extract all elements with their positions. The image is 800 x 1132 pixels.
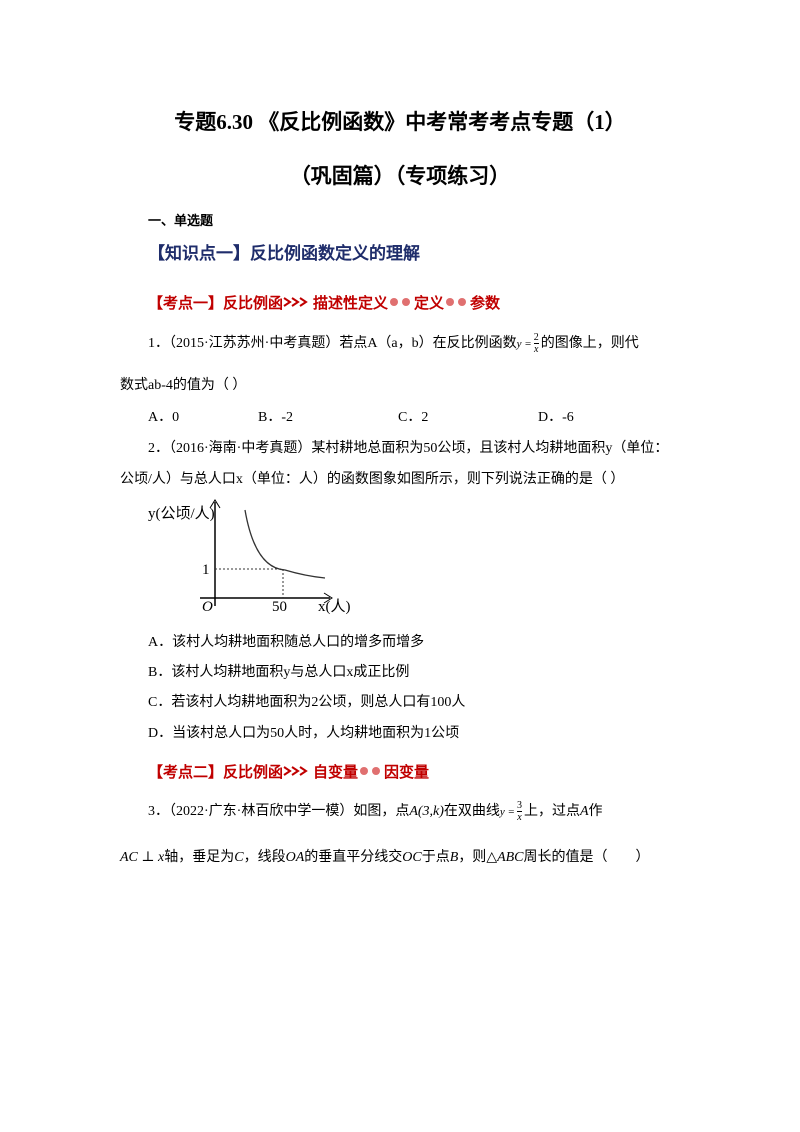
text: ，线段 bbox=[243, 850, 286, 865]
topic-part: 定义 bbox=[414, 294, 445, 312]
math: OA bbox=[285, 850, 305, 865]
topic-part: 描述性定义 bbox=[313, 294, 389, 312]
option: A．该村人均耕地面积随总人口的增多而增多 bbox=[148, 635, 425, 650]
text: 于点 bbox=[421, 850, 450, 865]
numerator: 2 bbox=[533, 332, 539, 345]
question-line: 1．（2015·江苏苏州·中考真题）若点A（a，b）在反比例函数y = 2 x 的图像… bbox=[148, 332, 639, 355]
arrows bbox=[283, 766, 308, 776]
math: OC bbox=[402, 850, 422, 865]
y-label: y(公顷/人) bbox=[148, 505, 215, 522]
option: B．该村人均耕地面积y与总人口x成正比例 bbox=[148, 665, 410, 680]
math: B bbox=[449, 850, 459, 865]
option: B．-2 bbox=[258, 410, 293, 425]
option: C．若该村人均耕地面积为2公顷，则总人口有100人 bbox=[148, 695, 466, 710]
question-line: AC ⊥ x轴，垂足为C，线段OA的垂直平分线交OC于点B，则△ABC周长的值是… bbox=[120, 846, 650, 866]
question-line: 2．（2016·海南·中考真题）某村耕地总面积为50公顷，且该村人均耕地面积y（… bbox=[148, 441, 669, 456]
stars bbox=[446, 298, 467, 306]
option: A．0 bbox=[148, 410, 180, 425]
math: C bbox=[234, 850, 244, 865]
origin: O bbox=[202, 599, 213, 615]
stars bbox=[360, 767, 381, 775]
text: 轴，垂足为 bbox=[164, 850, 235, 865]
math: △ABC bbox=[486, 850, 524, 865]
text: 1．（2015·江苏苏州·中考真题）若点A（a，b）在反比例函数 bbox=[148, 336, 517, 351]
stars bbox=[390, 298, 411, 306]
option: D．当该村总人口为50人时，人均耕地面积为1公顷 bbox=[148, 726, 460, 741]
topic-part: 【考点二】反比例函 bbox=[148, 763, 284, 781]
subtitle: （巩固篇）（专项练习） bbox=[289, 164, 511, 188]
x-tick: 50 bbox=[272, 599, 287, 615]
text: 上，过点 bbox=[523, 804, 580, 819]
topic: 【考点二】反比例函 自变量 因变量 bbox=[148, 761, 429, 782]
x-label: x(人) bbox=[318, 598, 351, 615]
section: 一、单选题 bbox=[148, 213, 214, 228]
denominator: x bbox=[517, 812, 522, 824]
text: ，则 bbox=[458, 850, 487, 865]
question-line: 3．（2022·广东·林百欣中学一模）如图，点A(3,k)在双曲线y = 3 x 上，… bbox=[148, 800, 603, 823]
math: A bbox=[579, 804, 589, 819]
question-line: 数式ab-4的值为（ ） bbox=[120, 378, 247, 393]
denominator: x bbox=[533, 344, 539, 356]
topic: 【考点一】反比例函 描述性定义 定义 参数 bbox=[148, 292, 500, 313]
question-line: 公顷/人）与总人口x（单位：人）的函数图象如图所示，则下列说法正确的是（ ） bbox=[120, 472, 625, 487]
text: 作 bbox=[588, 804, 603, 819]
arrows bbox=[283, 297, 308, 307]
formula-lhs: y = bbox=[499, 805, 515, 818]
option: C．2 bbox=[398, 410, 429, 425]
topic-part: 【考点一】反比例函 bbox=[148, 294, 284, 312]
text: 3．（2022·广东·林百欣中学一模）如图，点 bbox=[148, 804, 410, 819]
knowledge-point: 【知识点一】反比例函数定义的理解 bbox=[148, 244, 420, 264]
formula-lhs: y = bbox=[516, 337, 532, 350]
math: AC ⊥ x bbox=[120, 850, 165, 865]
text: 的图像上，则代 bbox=[540, 336, 639, 351]
topic-part: 参数 bbox=[470, 294, 501, 312]
text: 的垂直平分线交 bbox=[304, 850, 403, 865]
title: 专题6.30 《反比例函数》中考常考考点专题（1） bbox=[174, 110, 626, 134]
math: A(3,k) bbox=[409, 804, 444, 819]
topic-part: 因变量 bbox=[384, 763, 430, 781]
numerator: 3 bbox=[516, 800, 522, 813]
text: 周长的值是（ ） bbox=[523, 850, 650, 865]
figure: y(公顷/人) 1 O 50 x(人) bbox=[148, 499, 351, 615]
topic-part: 自变量 bbox=[313, 763, 359, 781]
option: D．-6 bbox=[538, 410, 574, 425]
text: 在双曲线 bbox=[443, 804, 500, 819]
y-tick: 1 bbox=[202, 562, 210, 578]
